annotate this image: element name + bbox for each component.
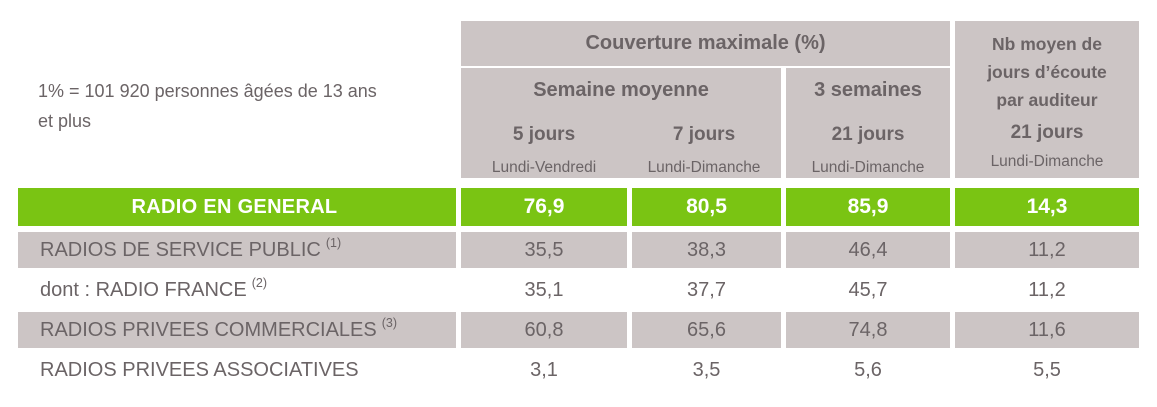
row-label: RADIOS PRIVEES ASSOCIATIVES — [18, 352, 456, 388]
column-header-5-jours: 5 jours Lundi-Vendredi — [461, 102, 627, 177]
days-range-label: Lundi-Dimanche — [647, 159, 761, 176]
population-note-line2: et plus — [38, 111, 92, 131]
value-cell-21-jours: 45,7 — [848, 278, 888, 301]
value-cell-5-jours: 76,9 — [461, 188, 627, 226]
nb-moyen-title-line1: Nb moyen de — [992, 34, 1102, 54]
value-cell-nb-moyen: 5,5 — [1033, 358, 1061, 381]
column-header-7-jours: 7 jours Lundi-Dimanche — [627, 102, 781, 177]
table-row-radios-privees-associatives: RADIOS PRIVEES ASSOCIATIVES 3,1 3,5 5,6 … — [0, 352, 1157, 388]
days-range-label: Lundi-Dimanche — [990, 153, 1104, 170]
trois-semaines-header: 3 semaines 21 jours Lundi-Dimanche — [786, 68, 950, 178]
value-cell-nb-moyen: 11,2 — [955, 232, 1139, 268]
semaine-moyenne-title: Semaine moyenne — [533, 79, 709, 101]
table-row-dont-radio-france: dont : RADIO FRANCE (2) 35,1 37,7 45,7 11… — [0, 272, 1157, 308]
row-label-text: RADIOS PRIVEES ASSOCIATIVES — [40, 358, 359, 381]
value-cell-nb-moyen: 11,2 — [1028, 278, 1066, 301]
nb-moyen-title-line3: par auditeur — [996, 90, 1098, 110]
days-range-label: Lundi-Vendredi — [491, 159, 597, 176]
period-label: 21 jours — [1010, 122, 1084, 143]
table-row-radio-en-general: RADIO EN GENERAL 76,9 80,5 85,9 14,3 — [0, 188, 1157, 226]
nb-moyen-title-line2: jours d’écoute — [987, 62, 1107, 82]
row-label-text: RADIOS DE SERVICE PUBLIC — [40, 238, 321, 261]
value-cell-21-jours: 5,6 — [854, 358, 882, 381]
row-label-text: RADIOS PRIVEES COMMERCIALES — [40, 318, 377, 341]
coverage-max-title: Couverture maximale (%) — [585, 32, 826, 54]
nb-moyen-title: Nb moyen de jours d’écoute par auditeur — [955, 21, 1139, 114]
table-row-radios-service-public: RADIOS DE SERVICE PUBLIC (1) 35,5 38,3 46… — [0, 232, 1157, 268]
value-cell-7-jours: 3,5 — [692, 358, 721, 381]
value-cell-21-jours: 85,9 — [786, 188, 950, 226]
footnote-marker: (3) — [381, 316, 398, 330]
period-label: 7 jours — [672, 124, 736, 145]
value-cell-21-jours: 74,8 — [786, 312, 950, 348]
footnote-marker: (2) — [251, 276, 267, 290]
value-cell-21-jours: 46,4 — [786, 232, 950, 268]
value-cell-7-jours: 80,5 — [632, 188, 781, 226]
value-cell-7-jours: 38,3 — [632, 232, 781, 268]
row-label: RADIOS PRIVEES COMMERCIALES (3) — [18, 312, 456, 348]
value-cell-5-jours: 3,1 — [530, 358, 558, 381]
coverage-max-header: Couverture maximale (%) — [461, 21, 950, 66]
row-label: RADIOS DE SERVICE PUBLIC (1) — [18, 232, 456, 268]
row-label: dont : RADIO FRANCE (2) — [18, 272, 456, 308]
semaine-moyenne-header: Semaine moyenne 5 jours Lundi-Vendredi 7… — [461, 68, 781, 178]
value-cell-5-jours: 35,1 — [524, 278, 564, 301]
table-row-radios-privees-commerciales: RADIOS PRIVEES COMMERCIALES (3) 60,8 65,6… — [0, 312, 1157, 348]
trois-semaines-title: 3 semaines — [814, 79, 922, 101]
days-range-label: Lundi-Dimanche — [811, 159, 925, 176]
value-cell-5-jours: 60,8 — [461, 312, 627, 348]
period-label: 21 jours — [831, 124, 905, 145]
period-label: 5 jours — [512, 124, 576, 145]
population-note: 1% = 101 920 personnes âgées de 13 ans e… — [38, 76, 377, 136]
value-cell-5-jours: 35,5 — [461, 232, 627, 268]
row-label-text: dont : RADIO FRANCE — [40, 278, 247, 301]
row-label: RADIO EN GENERAL — [18, 188, 456, 226]
value-cell-nb-moyen: 11,6 — [955, 312, 1139, 348]
value-cell-7-jours: 65,6 — [632, 312, 781, 348]
semaine-moyenne-columns: 5 jours Lundi-Vendredi 7 jours Lundi-Dim… — [461, 102, 781, 177]
population-note-line1: 1% = 101 920 personnes âgées de 13 ans — [38, 81, 377, 101]
value-cell-7-jours: 37,7 — [687, 278, 726, 301]
nb-moyen-jours-ecoute-header: Nb moyen de jours d’écoute par auditeur … — [955, 21, 1139, 178]
value-cell-nb-moyen: 14,3 — [955, 188, 1139, 226]
footnote-marker: (1) — [325, 236, 342, 250]
row-label-text: RADIO EN GENERAL — [131, 195, 338, 218]
